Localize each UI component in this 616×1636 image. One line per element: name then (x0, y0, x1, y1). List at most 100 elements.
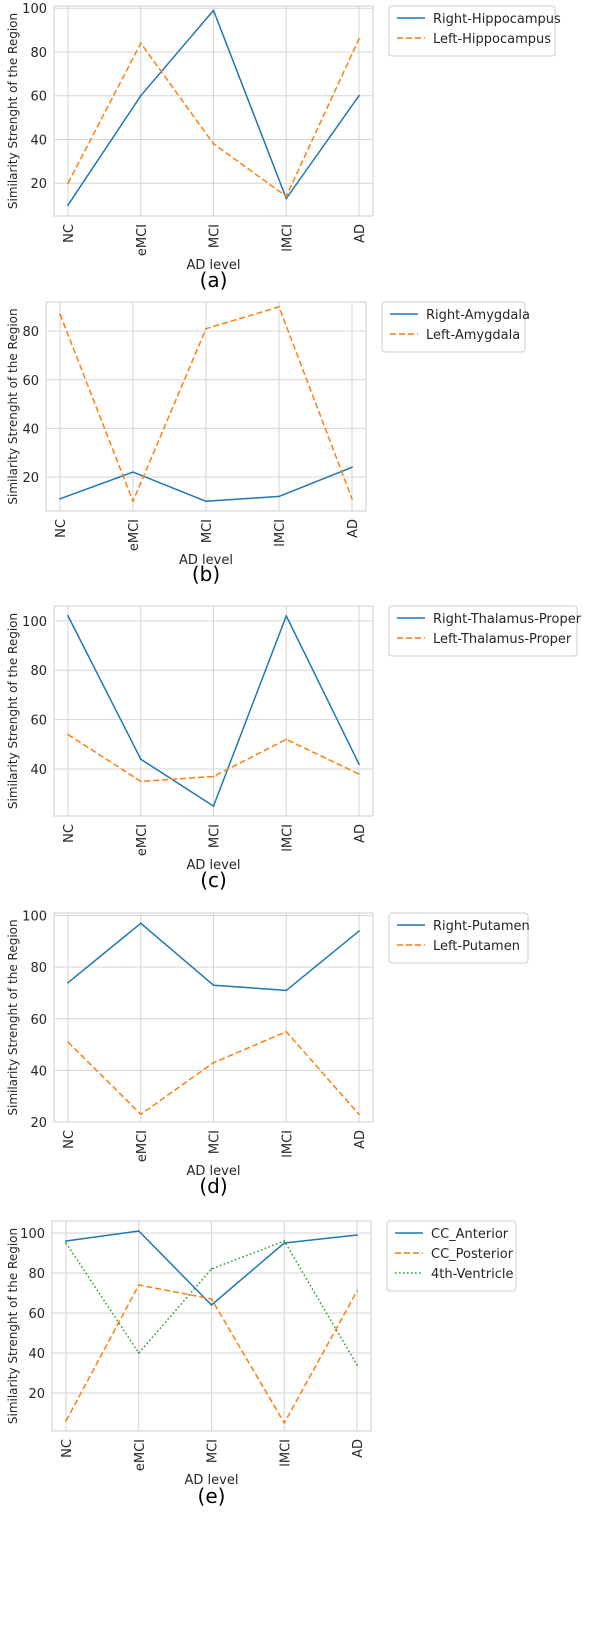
data-point (139, 922, 142, 925)
x-tick-label: lMCI (280, 224, 295, 252)
data-point (210, 1304, 213, 1306)
y-axis-label: Similarity Strenght of the Region (6, 13, 20, 209)
chart-0: NC eMCI MCI lMCI AD 20 40 60 80 100 AD level Simila… (6, 2, 561, 292)
chart-2: NC eMCI MCI lMCI AD 40 60 80 100 AD level Similari… (6, 605, 582, 892)
x-tick-label: AD (351, 1439, 366, 1458)
x-tick-label: eMCI (135, 1130, 150, 1162)
x-tick-label: eMCI (135, 224, 150, 256)
y-tick-label: 40 (30, 133, 47, 148)
y-tick-label: 40 (30, 1064, 47, 1079)
x-tick-label: lMCI (280, 824, 295, 852)
y-tick-label: 20 (22, 471, 39, 486)
legend-box (388, 5, 556, 57)
data-point (137, 1352, 140, 1354)
data-point (285, 197, 288, 200)
data-point (212, 775, 215, 778)
data-point (212, 805, 215, 808)
chart-3: NC eMCI MCI lMCI AD 20 40 60 80 100 AD level Simila… (6, 910, 530, 1198)
legend-label: Right-Hippocampus (433, 12, 561, 27)
data-point (59, 313, 61, 316)
data-point (210, 1268, 213, 1270)
subfigure-caption: (e) (198, 1484, 226, 1508)
chart-4: NC eMCI MCI lMCI AD 20 40 60 80 100 AD level Simila… (6, 1220, 517, 1508)
x-tick-label: eMCI (133, 1439, 148, 1471)
y-tick-label: 40 (30, 763, 47, 778)
y-tick-label: 20 (30, 177, 47, 192)
data-point (358, 1113, 360, 1116)
series-line-left-thalamus-proper (67, 733, 360, 783)
y-tick-label: 80 (30, 46, 47, 61)
x-tick-label: AD (346, 519, 361, 538)
data-point (351, 497, 353, 500)
y-tick-label: 20 (28, 1387, 45, 1402)
data-point (283, 1242, 286, 1244)
x-tick-label: MCI (208, 1130, 223, 1154)
data-point (283, 1240, 286, 1242)
legend: CC_Anterior CC_Posterior 4th-Ventricle (386, 1220, 517, 1292)
data-point (285, 1030, 288, 1033)
x-tick-label: NC (60, 1439, 75, 1458)
data-point (283, 1422, 286, 1424)
x-axis-label: AD level (179, 553, 233, 568)
data-point (205, 500, 207, 503)
legend-label: Right-Amygdala (426, 308, 530, 323)
data-point (285, 614, 288, 617)
data-point (139, 780, 142, 783)
x-tick-label: MCI (200, 519, 215, 543)
y-tick-label: 100 (22, 615, 47, 630)
x-tick-label: MCI (208, 224, 223, 248)
y-axis-label: Similarity Strenght of the Region (6, 1228, 20, 1424)
data-point (358, 773, 360, 775)
y-tick-label: 60 (30, 714, 47, 729)
data-point (351, 466, 353, 469)
subfigure-caption: (d) (199, 1174, 227, 1198)
y-tick-label: 80 (28, 1267, 45, 1282)
data-point (65, 1242, 67, 1244)
y-tick-label: 40 (22, 422, 39, 437)
data-point (132, 471, 134, 474)
legend-label: Left-Thalamus-Proper (433, 632, 572, 647)
y-tick-label: 60 (30, 90, 47, 105)
legend: Right-Thalamus-Proper Left-Thalamus-Prope… (388, 605, 582, 657)
data-point (285, 738, 288, 741)
data-point (278, 495, 280, 498)
legend-label: CC_Posterior (431, 1247, 514, 1262)
legend-label: CC_Anterior (431, 1227, 509, 1242)
data-point (278, 305, 280, 308)
legend: Right-Putamen Left-Putamen (388, 912, 530, 964)
x-tick-label: AD (353, 824, 368, 843)
x-tick-label: lMCI (273, 519, 288, 547)
data-point (132, 500, 134, 503)
y-tick-label: 60 (22, 374, 39, 389)
subfigure-caption: (a) (200, 268, 228, 292)
x-tick-label: eMCI (127, 519, 142, 551)
data-point (210, 1298, 213, 1300)
x-axis-label: AD level (187, 258, 241, 273)
x-tick-label: MCI (206, 1439, 221, 1463)
data-point (358, 763, 360, 766)
data-point (212, 142, 215, 145)
legend-label: Left-Hippocampus (433, 32, 551, 47)
legend-label: Right-Putamen (433, 919, 530, 934)
data-point (139, 94, 142, 97)
data-point (139, 42, 142, 45)
y-tick-label: 100 (22, 2, 47, 17)
x-tick-label: lMCI (280, 1130, 295, 1158)
x-tick-label: AD (353, 224, 368, 243)
legend-label: Right-Thalamus-Proper (433, 612, 582, 627)
data-point (212, 984, 215, 987)
x-tick-label: NC (62, 824, 77, 843)
x-tick-label: AD (353, 1130, 368, 1149)
data-point (358, 930, 360, 932)
data-point (67, 733, 69, 736)
y-tick-label: 80 (30, 961, 47, 976)
y-axis-label: Similarity Strenght of the Region (6, 308, 20, 504)
data-point (356, 1234, 358, 1236)
data-point (356, 1290, 358, 1292)
data-point (67, 614, 69, 617)
y-tick-label: 60 (30, 1013, 47, 1028)
y-tick-label: 100 (20, 1227, 45, 1242)
data-point (67, 204, 69, 206)
x-axis-label: AD level (187, 858, 241, 873)
legend-label: Left-Amygdala (426, 328, 520, 343)
